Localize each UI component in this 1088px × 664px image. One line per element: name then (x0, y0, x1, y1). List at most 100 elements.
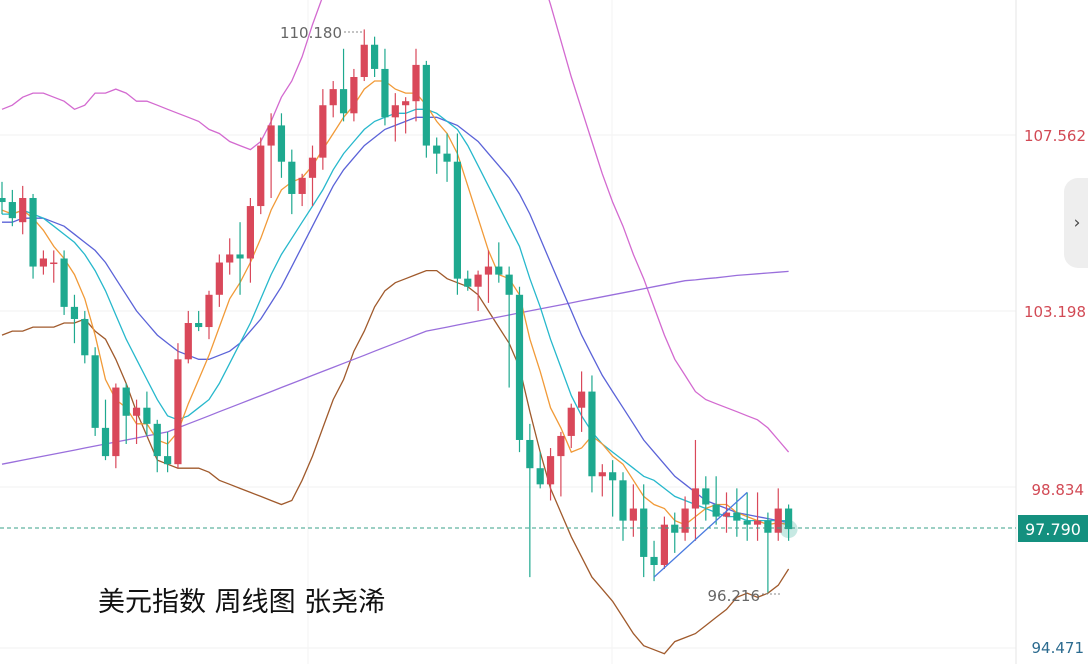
candle-body (226, 254, 234, 263)
ma10-line (2, 108, 789, 522)
candle (412, 48, 420, 122)
candle-body (443, 153, 451, 162)
candle-body (350, 77, 358, 114)
candle (443, 133, 451, 182)
candle-body (464, 278, 472, 287)
candle (733, 488, 741, 537)
candle-body (391, 105, 399, 118)
candle (422, 60, 430, 158)
candle-body (319, 105, 327, 158)
candle (505, 266, 513, 388)
candle (515, 286, 524, 453)
candle (112, 383, 120, 469)
candle-body (371, 44, 379, 69)
chart-overlay (653, 491, 798, 578)
candle (371, 36, 379, 78)
candle (484, 250, 493, 303)
bollinger-lower-line (1, 269, 790, 655)
candle-body (81, 318, 89, 356)
candle-body (164, 456, 172, 465)
candle-body (733, 512, 741, 521)
candle (205, 290, 213, 340)
candle (609, 460, 617, 517)
candle (339, 48, 348, 122)
y-axis: 107.562 103.198 98.834 94.471 (1024, 127, 1086, 657)
candle-body (257, 145, 265, 207)
candle (453, 133, 461, 295)
candle-body (215, 262, 223, 295)
candle-body (743, 520, 751, 525)
candle (474, 270, 482, 311)
candle (174, 343, 182, 469)
candlestick-series (0, 29, 793, 593)
candle (381, 48, 389, 126)
candle (588, 375, 596, 493)
candle (153, 419, 161, 473)
candle (132, 399, 141, 445)
candle-body (381, 68, 389, 118)
candle (29, 193, 37, 279)
candle (650, 540, 658, 582)
candle (215, 254, 223, 307)
candle (298, 173, 306, 207)
candle-body (288, 161, 296, 194)
current-price-label: 97.790 (1025, 520, 1081, 539)
ma-long-line (1, 270, 789, 465)
candle-body (609, 472, 617, 481)
candle (671, 512, 679, 553)
candle (277, 113, 286, 178)
candle (391, 93, 399, 142)
candle (50, 250, 58, 283)
trendline[interactable] (653, 491, 748, 578)
candle (308, 145, 317, 207)
candle (246, 197, 254, 283)
candle-body (536, 468, 544, 485)
candle (101, 399, 110, 461)
candle-body (484, 266, 493, 275)
candle-body (91, 355, 99, 428)
candle-body (764, 520, 772, 533)
candle (91, 347, 99, 436)
candle-body (122, 387, 130, 416)
candle (640, 484, 648, 578)
candle-body (702, 488, 710, 505)
candle (681, 496, 689, 541)
candle (702, 476, 710, 521)
candle-body (453, 161, 461, 279)
candle (319, 89, 327, 170)
candle (660, 516, 668, 570)
candle (267, 113, 275, 198)
bollinger-upper-line (1, 0, 790, 453)
candle (288, 149, 296, 215)
candle-body (195, 323, 203, 328)
candle-body (153, 423, 161, 457)
candle (712, 476, 720, 525)
candle (433, 137, 441, 174)
candle-body (712, 504, 720, 517)
candle-body (650, 556, 658, 565)
candle (60, 250, 68, 315)
candle (402, 97, 410, 134)
ma20-line (2, 116, 789, 524)
side-panel-toggle[interactable]: › (1064, 178, 1088, 268)
candle-body (174, 359, 182, 465)
candle-body (567, 407, 575, 436)
candle (81, 310, 89, 364)
candle-body (505, 274, 513, 295)
candle-body (629, 508, 637, 521)
candle (360, 29, 368, 82)
candle-body (588, 391, 596, 477)
y-tick-label: 107.562 (1024, 127, 1086, 145)
candle-body (184, 323, 192, 360)
candle (785, 504, 793, 541)
candle (0, 181, 6, 215)
candle-body (640, 508, 648, 557)
candle (195, 310, 203, 332)
candle (753, 492, 762, 541)
candle (257, 137, 265, 215)
candle-body (526, 439, 534, 469)
candle (629, 484, 637, 537)
candle (691, 439, 700, 541)
candle-body (0, 197, 6, 203)
